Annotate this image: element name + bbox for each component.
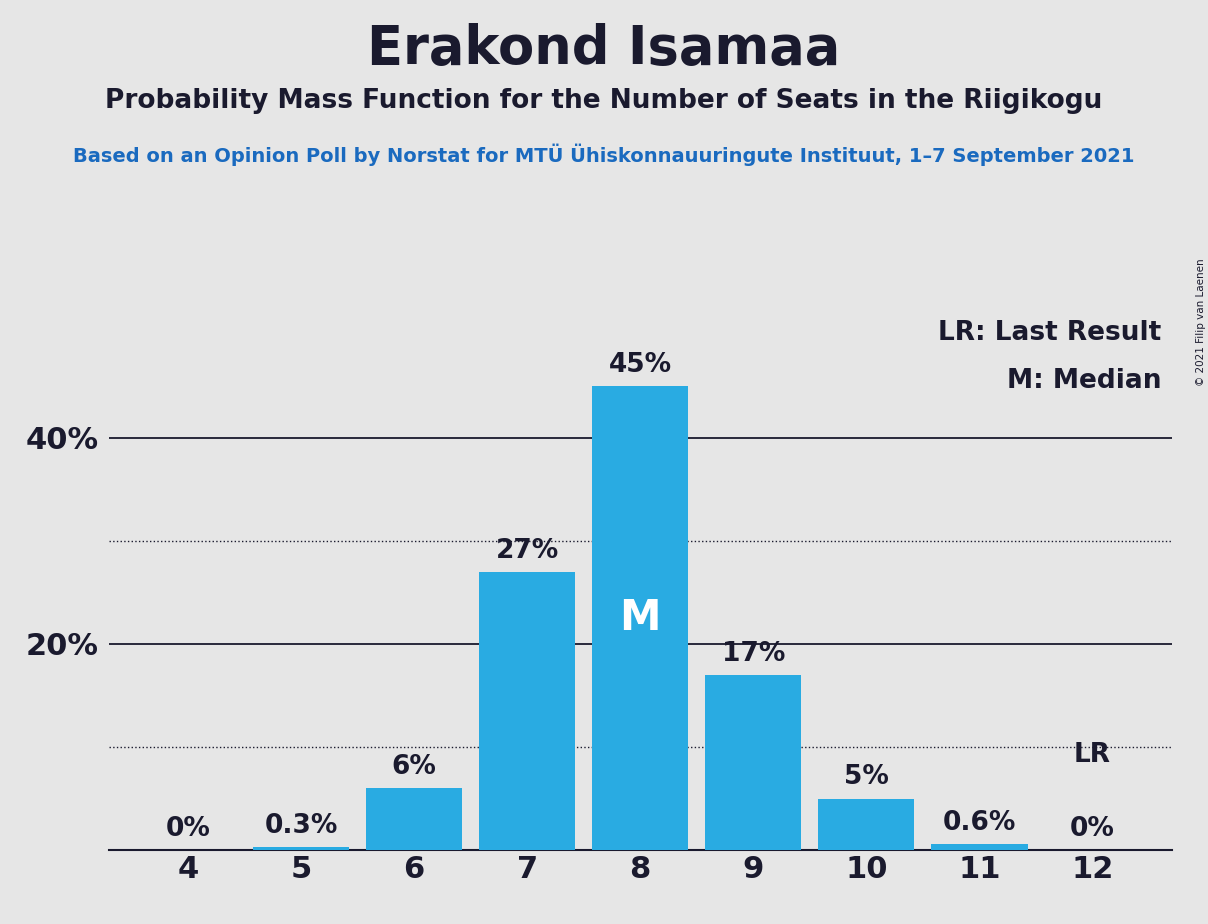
Text: M: Median: M: Median (1006, 368, 1161, 394)
Text: 0%: 0% (1070, 816, 1115, 842)
Text: Probability Mass Function for the Number of Seats in the Riigikogu: Probability Mass Function for the Number… (105, 88, 1103, 114)
Text: 27%: 27% (495, 538, 559, 564)
Text: Erakond Isamaa: Erakond Isamaa (367, 23, 841, 75)
Text: © 2021 Filip van Laenen: © 2021 Filip van Laenen (1196, 259, 1206, 386)
Text: 6%: 6% (391, 754, 436, 780)
Bar (818, 798, 914, 850)
Text: 0%: 0% (165, 816, 210, 842)
Text: 0.6%: 0.6% (942, 809, 1016, 835)
Bar (592, 386, 689, 850)
Text: LR: LR (1074, 742, 1111, 768)
Text: M: M (620, 597, 661, 639)
Text: 17%: 17% (721, 640, 785, 666)
Bar (252, 847, 349, 850)
Bar (705, 675, 801, 850)
Text: Based on an Opinion Poll by Norstat for MTÜ Ühiskonnauuringute Instituut, 1–7 Se: Based on an Opinion Poll by Norstat for … (74, 143, 1134, 165)
Bar (480, 572, 575, 850)
Bar (931, 844, 1028, 850)
Text: 45%: 45% (609, 352, 672, 378)
Text: 0.3%: 0.3% (265, 813, 338, 839)
Text: 5%: 5% (844, 764, 889, 790)
Bar (366, 788, 463, 850)
Text: LR: Last Result: LR: Last Result (937, 320, 1161, 346)
